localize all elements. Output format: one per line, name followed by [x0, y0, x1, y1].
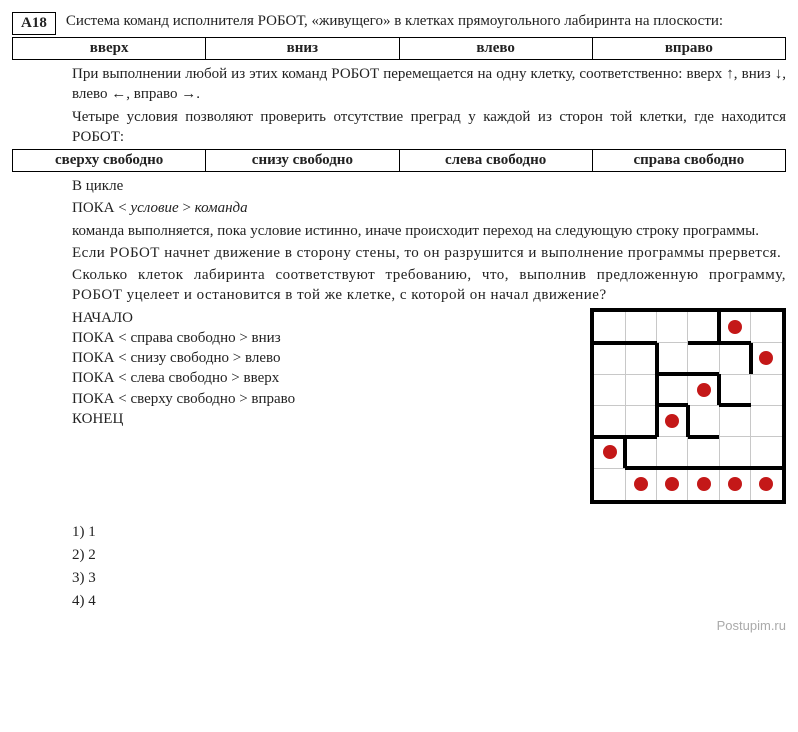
- para-4: Если РОБОТ начнет движение в сторону сте…: [72, 243, 786, 263]
- cond-right: справа свободно: [592, 150, 785, 172]
- cond-up: сверху свободно: [13, 150, 206, 172]
- watermark: Postupim.ru: [12, 618, 786, 633]
- prog-l5: ПОКА < сверху свободно > вправо: [72, 389, 572, 409]
- cmd-down: вниз: [206, 38, 399, 60]
- para-2: Четыре условия позволяют проверить отсут…: [72, 107, 786, 148]
- answer-3: 3) 3: [72, 568, 786, 588]
- commands-table: вверх вниз влево вправо: [12, 37, 786, 60]
- conditions-table: сверху свободно снизу свободно слева сво…: [12, 149, 786, 172]
- prog-l4: ПОКА < слева свободно > вверх: [72, 368, 572, 388]
- header-text: Система команд исполнителя РОБОТ, «живущ…: [66, 12, 786, 32]
- cycle-1: В цикле: [72, 176, 786, 196]
- cmd-right: вправо: [592, 38, 785, 60]
- prog-l6: КОНЕЦ: [72, 409, 572, 429]
- answer-1: 1) 1: [72, 522, 786, 542]
- answer-2: 2) 2: [72, 545, 786, 565]
- cond-left: слева свободно: [399, 150, 592, 172]
- answer-4: 4) 4: [72, 591, 786, 611]
- para-1: При выполнении любой из этих команд РОБО…: [72, 64, 786, 105]
- para-3: команда выполняется, пока условие истинн…: [72, 221, 786, 241]
- para-5: Сколько клеток лабиринта соответствуют т…: [72, 265, 786, 306]
- maze-diagram: [590, 308, 786, 504]
- prog-l1: НАЧАЛО: [72, 308, 572, 328]
- prog-l3: ПОКА < снизу свободно > влево: [72, 348, 572, 368]
- program-block: НАЧАЛО ПОКА < справа свободно > вниз ПОК…: [72, 308, 572, 430]
- cmd-left: влево: [399, 38, 592, 60]
- cmd-up: вверх: [13, 38, 206, 60]
- task-badge: А18: [12, 12, 56, 35]
- cond-down: снизу свободно: [206, 150, 399, 172]
- answers-block: 1) 1 2) 2 3) 3 4) 4: [72, 522, 786, 612]
- prog-l2: ПОКА < справа свободно > вниз: [72, 328, 572, 348]
- cycle-2: ПОКА < условие > команда: [72, 198, 786, 218]
